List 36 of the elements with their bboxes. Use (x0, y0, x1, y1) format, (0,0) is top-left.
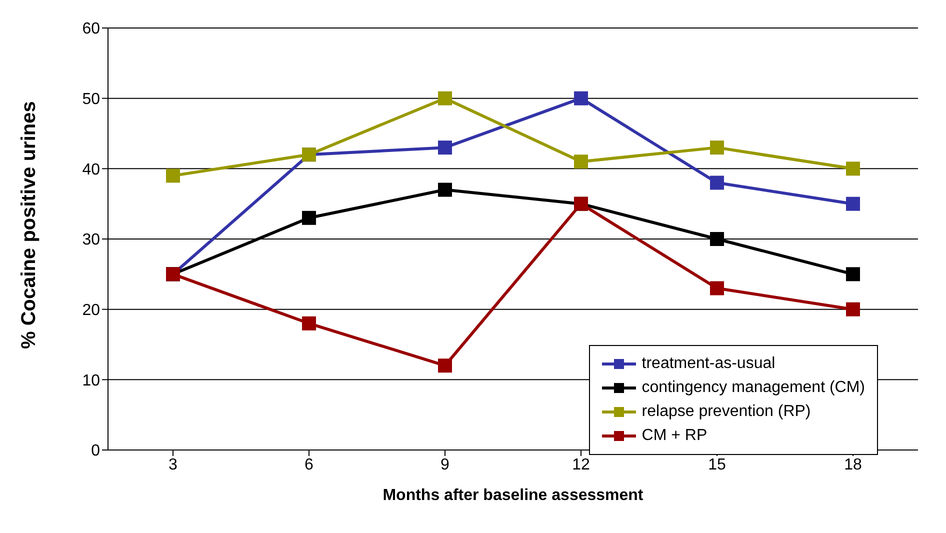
x-tick-label: 15 (708, 456, 726, 474)
y-tick-label: 30 (82, 232, 100, 249)
point (710, 281, 724, 296)
point (710, 232, 724, 246)
legend-label: relapse prevention (RP) (642, 403, 811, 421)
x-tick-label: 3 (168, 456, 178, 474)
x-axis-title: Months after baseline assessment (382, 487, 644, 504)
x-tick-label: 9 (440, 456, 450, 474)
x-tick-label: 6 (304, 456, 314, 474)
point (846, 302, 860, 316)
legend-label: contingency management (CM) (642, 379, 865, 397)
y-tick-label: 0 (91, 442, 100, 460)
y-tick-label: 50 (82, 91, 100, 108)
y-tick-label: 60 (82, 20, 100, 38)
legend-label: CM + RP (642, 427, 708, 445)
y-axis-title: % Cocaine positive urines (18, 101, 40, 349)
x-tick-label: 12 (572, 456, 590, 474)
point (574, 154, 588, 169)
point (710, 176, 724, 190)
point (710, 140, 724, 155)
y-tick-label: 20 (82, 302, 100, 320)
point (846, 196, 860, 211)
y-tick-label: 40 (82, 161, 100, 178)
point (166, 168, 180, 183)
point (302, 210, 316, 225)
point (846, 267, 860, 282)
point (574, 91, 588, 106)
legend-label: treatment-as-usual (642, 355, 776, 373)
y-tick-label: 10 (82, 372, 100, 390)
point (302, 316, 316, 330)
point (438, 91, 452, 106)
x-tick-label: 18 (844, 456, 862, 474)
point (846, 162, 860, 176)
point (438, 140, 452, 155)
point (438, 358, 452, 373)
point (438, 182, 452, 197)
